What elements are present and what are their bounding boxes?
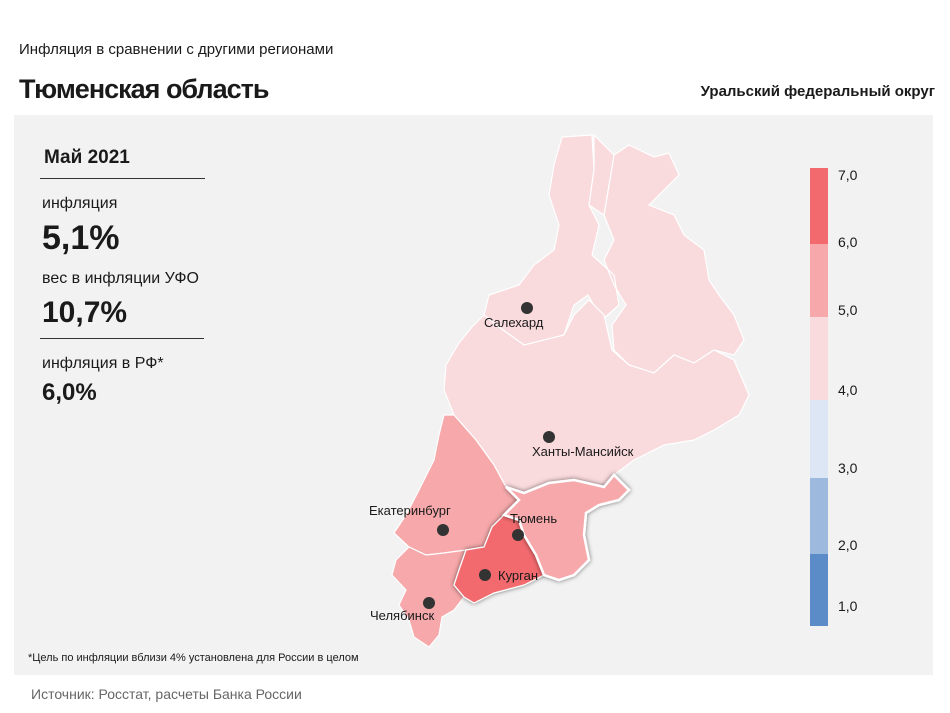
- main-panel: Май 2021 инфляция 5,1% вес в инфляции УФ…: [14, 115, 933, 675]
- city-label: Курган: [498, 568, 538, 583]
- legend-swatch: [810, 400, 828, 478]
- rf-inflation-value: 6,0%: [42, 379, 97, 406]
- city-label: Екатеринбург: [369, 503, 451, 518]
- legend-tick: 3,0: [838, 460, 858, 476]
- rf-inflation-label: инфляция в РФ*: [42, 355, 164, 372]
- period-label: Май 2021: [40, 147, 205, 179]
- footnote: *Цель по инфляции вблизи 4% установлена …: [28, 652, 359, 664]
- page-title: Тюменская область: [19, 74, 269, 104]
- legend-swatch: [810, 244, 828, 317]
- city-label: Ханты-Мансийск: [532, 444, 634, 459]
- region-tyumen[interactable]: [501, 473, 631, 582]
- legend-tick: 1,0: [838, 598, 858, 614]
- weight-label: вес в инфляции УФО: [42, 270, 199, 287]
- legend-swatch: [810, 317, 828, 400]
- city-label: Челябинск: [370, 608, 434, 623]
- city-label: Тюмень: [510, 511, 557, 526]
- legend-swatch: [810, 478, 828, 554]
- legend-tick: 6,0: [838, 234, 858, 250]
- city-marker[interactable]: [479, 569, 491, 581]
- city-marker[interactable]: [543, 431, 555, 443]
- city-marker[interactable]: [437, 524, 449, 536]
- source-note: Источник: Росстат, расчеты Банка России: [31, 686, 302, 702]
- district-label: Уральский федеральный округ: [700, 83, 935, 100]
- legend-tick: 2,0: [838, 537, 858, 553]
- legend-tick: 4,0: [838, 382, 858, 398]
- subtitle: Инфляция в сравнении с другими регионами: [19, 41, 334, 58]
- divider: [40, 338, 204, 339]
- inflation-label: инфляция: [42, 195, 118, 212]
- legend-swatch: [810, 168, 828, 244]
- legend-tick: 7,0: [838, 167, 858, 183]
- inflation-value: 5,1%: [42, 219, 120, 257]
- weight-value: 10,7%: [42, 296, 128, 329]
- city-marker[interactable]: [512, 529, 524, 541]
- color-legend: 7,0 6,0 5,0 4,0 3,0 2,0 1,0: [810, 167, 858, 626]
- stats-block: Май 2021 инфляция 5,1% вес в инфляции УФ…: [40, 147, 205, 407]
- city-marker[interactable]: [423, 597, 435, 609]
- legend-swatch: [810, 554, 828, 626]
- legend-tick: 5,0: [838, 302, 858, 318]
- city-marker[interactable]: [521, 302, 533, 314]
- city-label: Салехард: [484, 315, 544, 330]
